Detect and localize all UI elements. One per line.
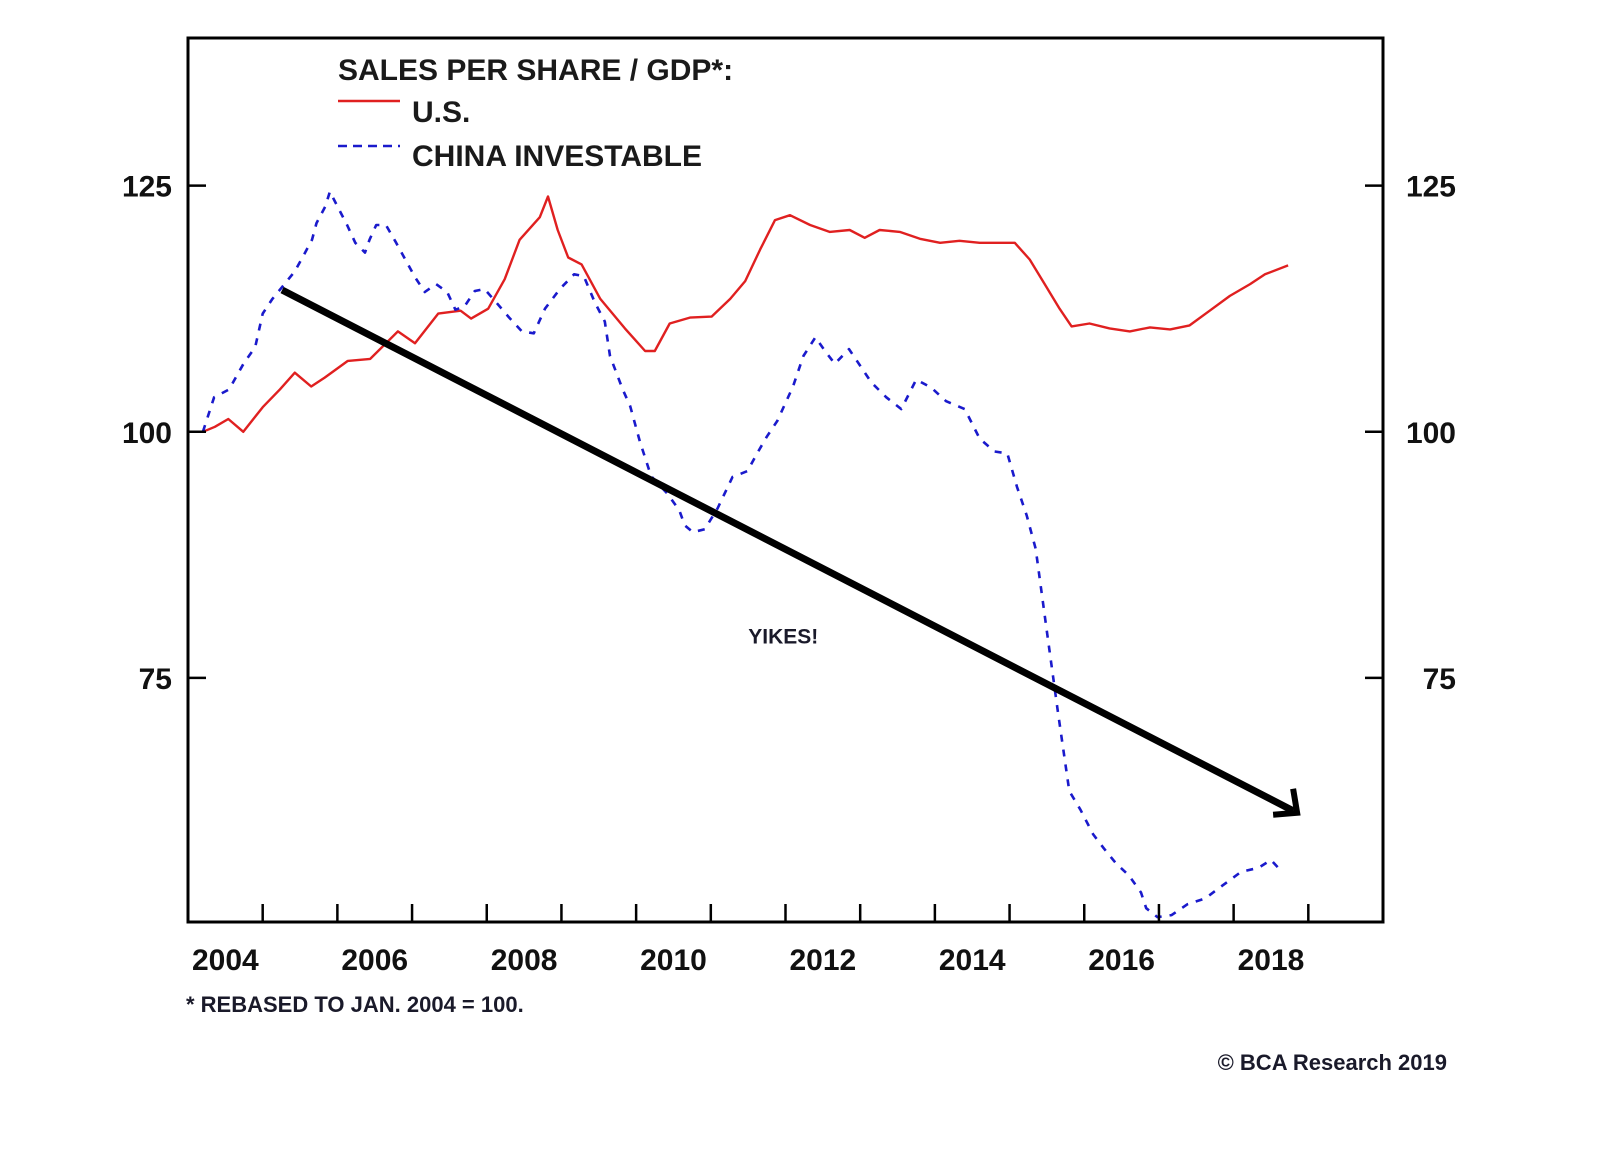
series-layer: [201, 190, 1289, 919]
legend-label-china: CHINA INVESTABLE: [412, 140, 702, 173]
axis-layer: 2004 2006 2008 2010 2012 2014 2016 2018 75 75 100 1…: [122, 171, 1456, 977]
y-tick-label-left: 125: [122, 171, 172, 204]
series-line-china-investable: [201, 190, 1284, 919]
x-tick-label: 2008: [491, 944, 558, 977]
legend: SALES PER SHARE / GDP*: U.S. CHINA INVES…: [338, 54, 733, 173]
x-tick-label: 2016: [1088, 944, 1155, 977]
source-credit: © BCA Research 2019: [1218, 1050, 1447, 1075]
x-tick-label: 2014: [939, 944, 1006, 977]
y-tick-label-right: 100: [1406, 417, 1456, 450]
y-tick-label-left: 100: [122, 417, 172, 450]
y-tick-label-left: 75: [139, 663, 172, 696]
x-tick-label: 2004: [192, 944, 259, 977]
x-tick-label: 2018: [1238, 944, 1305, 977]
chart-title: SALES PER SHARE / GDP*:: [338, 54, 733, 87]
legend-label-us: U.S.: [412, 96, 470, 129]
arrow-layer: [280, 286, 1301, 818]
series-line-us: [202, 195, 1289, 433]
x-tick-label: 2010: [640, 944, 707, 977]
x-tick-label: 2012: [789, 944, 856, 977]
y-tick-label-right: 125: [1406, 171, 1456, 204]
y-tick-label-right: 75: [1423, 663, 1456, 696]
annotation-yikes: YIKES!: [748, 626, 818, 649]
footnote: * REBASED TO JAN. 2004 = 100.: [186, 992, 524, 1017]
trend-arrow-shaft: [280, 286, 1295, 814]
x-tick-label: 2006: [341, 944, 408, 977]
trend-arrow-head: [1272, 788, 1301, 818]
